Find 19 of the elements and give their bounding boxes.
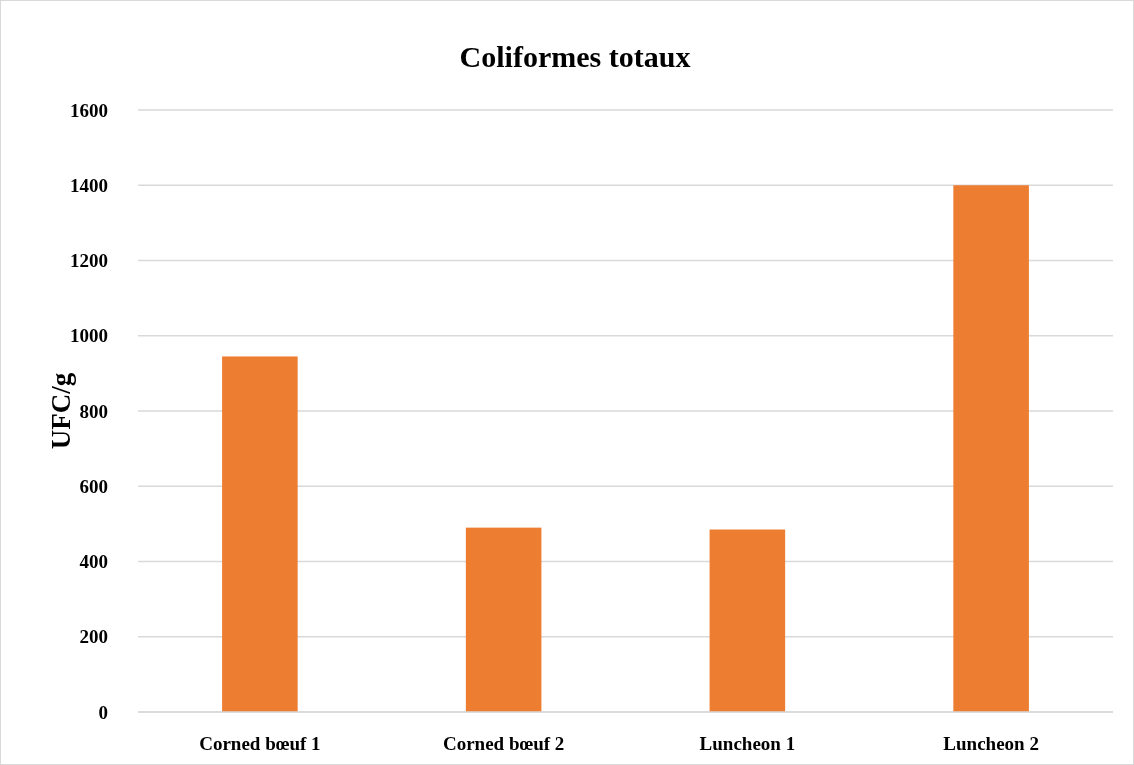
bar	[709, 529, 786, 712]
y-tick-label: 1200	[70, 250, 108, 272]
y-tick-label: 800	[79, 400, 108, 422]
y-tick-label: 600	[79, 475, 108, 497]
x-tick-label: Corned bœuf 2	[442, 733, 565, 754]
x-tick-label: Luncheon 2	[943, 733, 1039, 754]
bar	[953, 185, 1029, 712]
y-tick-label: 1000	[70, 325, 108, 347]
y-tick-label: 1400	[70, 174, 108, 196]
x-tick-label: Corned bœuf 1	[199, 733, 321, 754]
y-tick-label: 1600	[70, 99, 108, 121]
y-tick-label: 400	[79, 551, 108, 573]
bar	[222, 356, 298, 712]
x-tick-label: Luncheon 1	[699, 733, 796, 754]
bar	[465, 527, 542, 712]
chart-title: Coliformes totaux	[459, 40, 691, 73]
y-axis-title: UFC/g	[46, 372, 76, 450]
y-tick-label: 0	[98, 701, 108, 723]
y-tick-label: 200	[79, 626, 108, 648]
